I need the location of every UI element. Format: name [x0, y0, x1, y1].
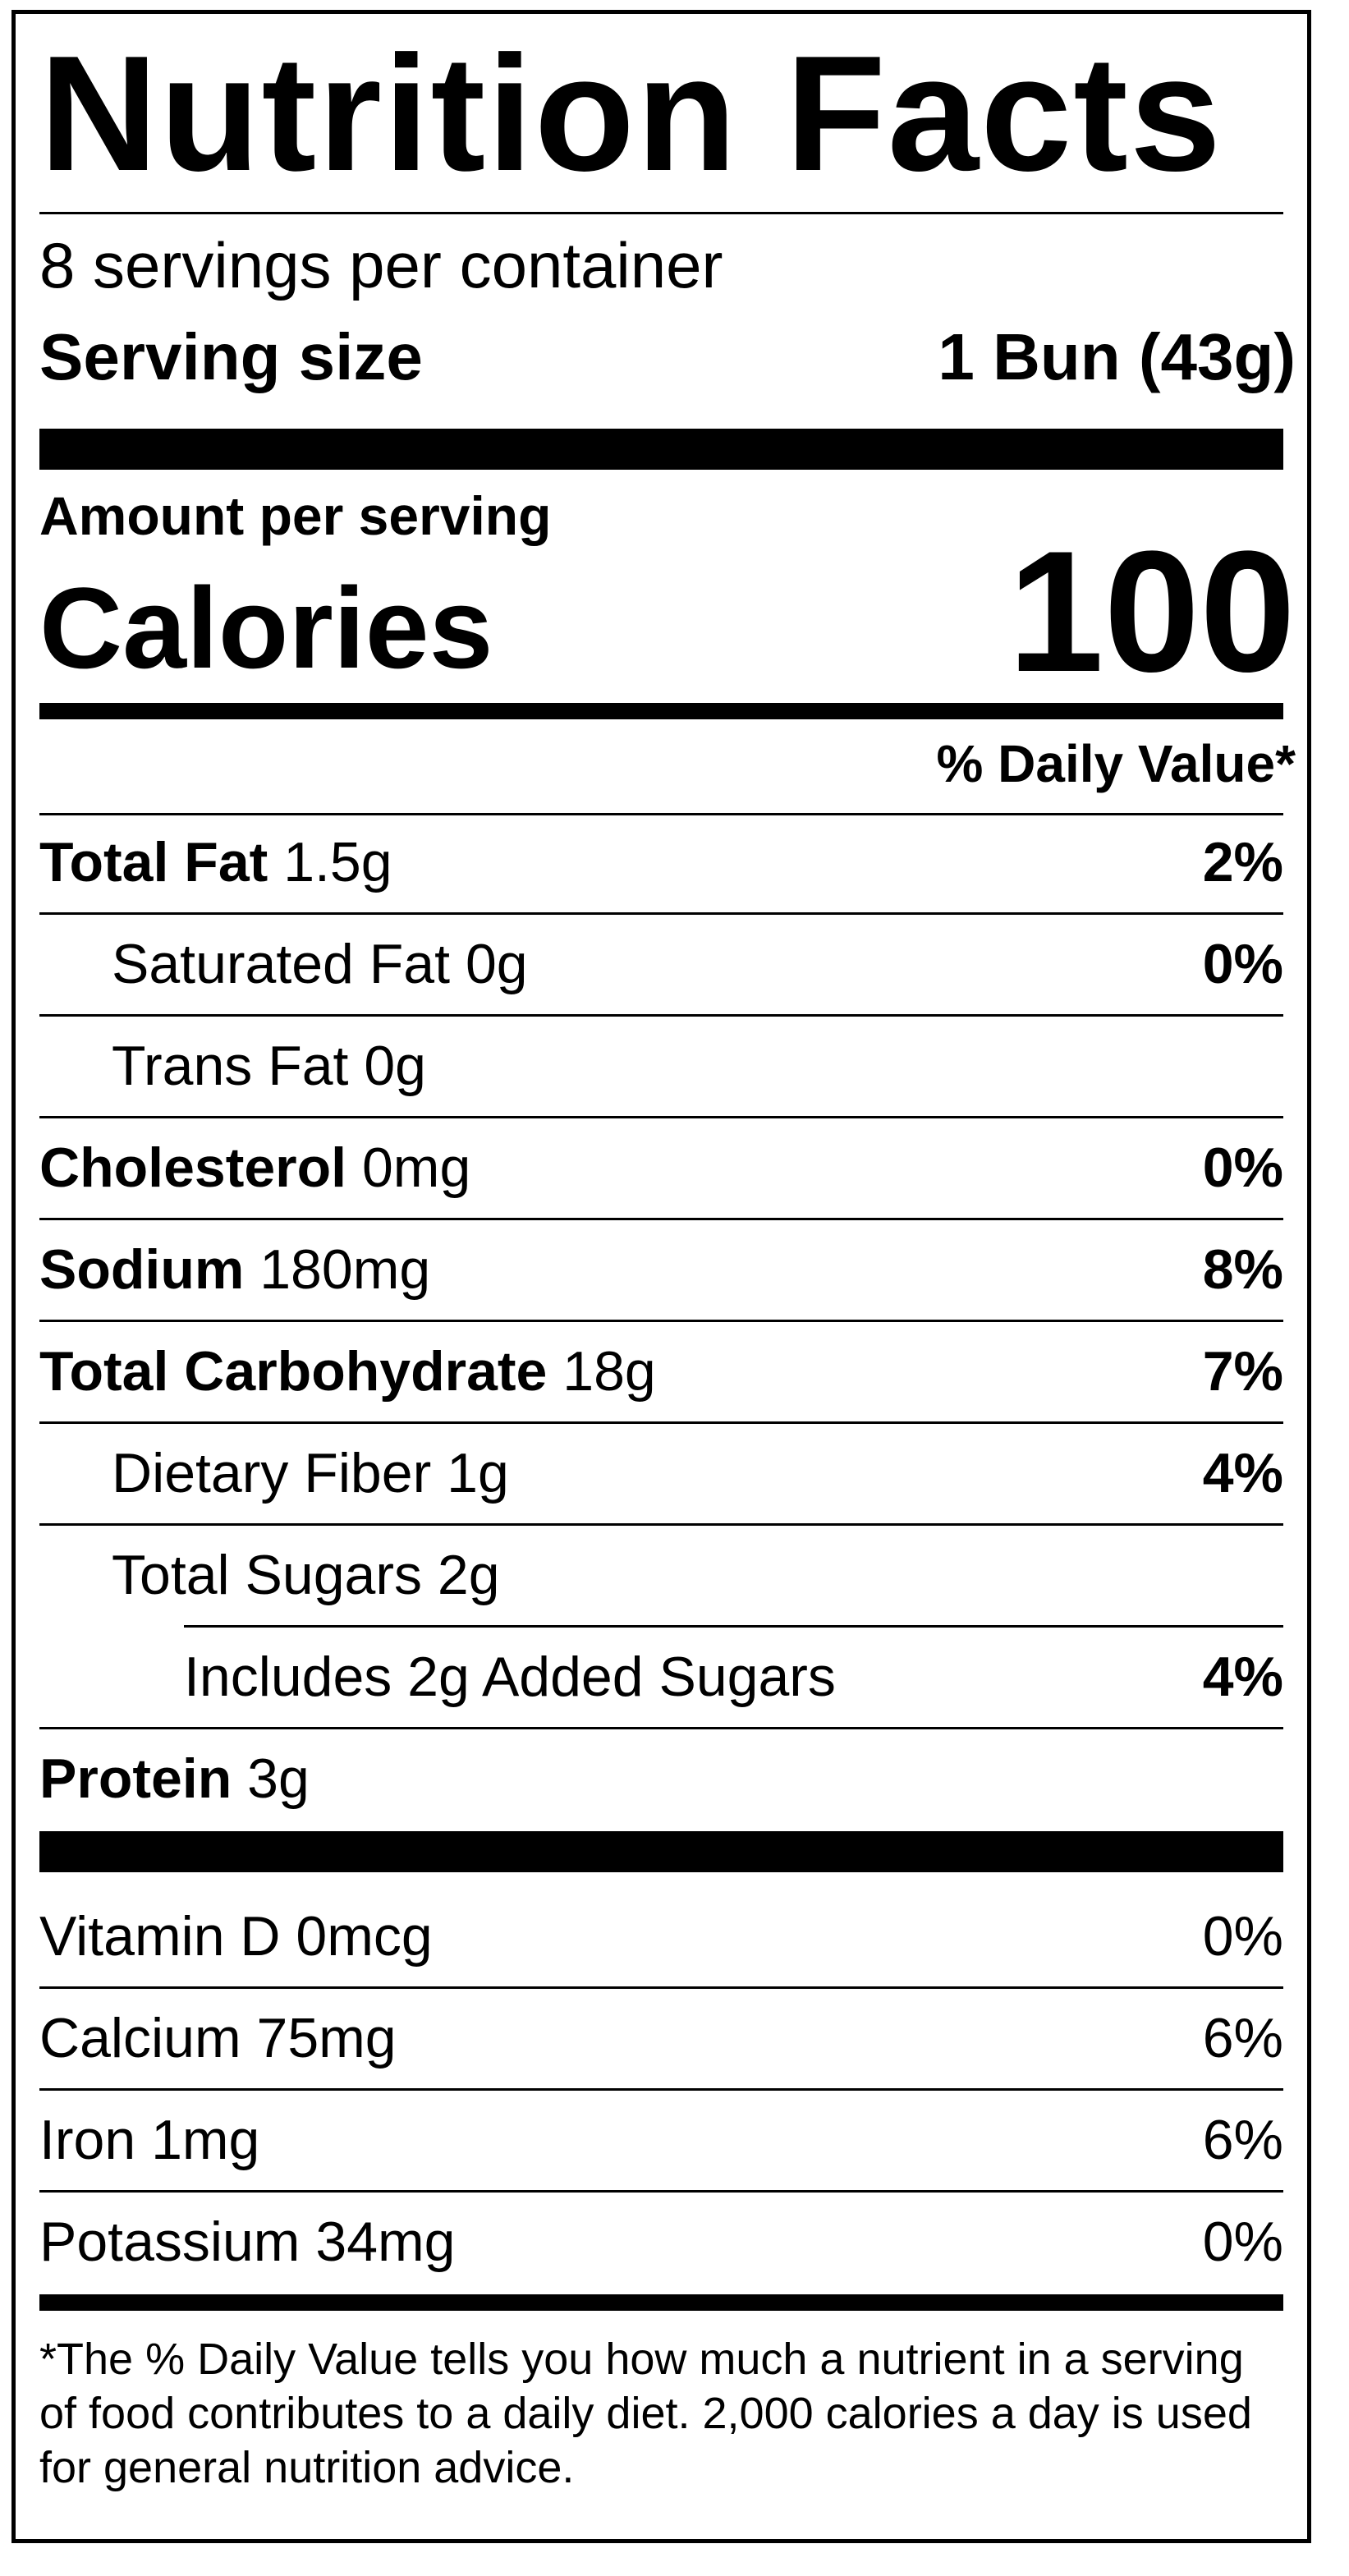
- daily-value-header: % Daily Value*: [936, 734, 1296, 793]
- nutrient-name: Total Fat 1.5g: [39, 831, 392, 893]
- amount-per-serving: Amount per serving: [39, 485, 552, 546]
- vitamin-name: Vitamin D 0mcg: [39, 1905, 433, 1968]
- vitamin-row-calcium: Calcium 75mg 6%: [39, 1989, 1283, 2091]
- serving-size-value: 1 Bun (43g): [938, 320, 1296, 393]
- nutrient-name: Protein 3g: [39, 1747, 310, 1810]
- nutrient-name: Saturated Fat 0g: [112, 933, 528, 995]
- nutrient-row-protein: Protein 3g: [39, 1729, 1283, 1831]
- label-title: Nutrition Facts: [39, 22, 1223, 205]
- divider: [39, 212, 1283, 214]
- vitamin-name: Iron 1mg: [39, 2109, 260, 2171]
- calories-value: 100: [1007, 515, 1296, 708]
- nutrient-name: Cholesterol 0mg: [39, 1136, 471, 1199]
- nutrient-row-added-sugars: Includes 2g Added Sugars 4%: [39, 1628, 1283, 1729]
- nutrient-dv: 8%: [1202, 1238, 1283, 1301]
- nutrient-dv: 4%: [1202, 1442, 1283, 1504]
- calories-label: Calories: [39, 563, 493, 692]
- nutrient-name: Trans Fat 0g: [112, 1035, 426, 1097]
- vitamin-dv: 0%: [1202, 1905, 1283, 1968]
- nutrient-name: Dietary Fiber 1g: [112, 1442, 509, 1504]
- nutrient-dv: 2%: [1202, 831, 1283, 893]
- nutrient-row-total-sugars: Total Sugars 2g: [39, 1526, 1283, 1628]
- servings-per-container: 8 servings per container: [39, 229, 723, 301]
- vitamin-name: Calcium 75mg: [39, 2007, 397, 2069]
- daily-value-footnote: *The % Daily Value tells you how much a …: [39, 2335, 1252, 2492]
- nutrient-row-saturated-fat: Saturated Fat 0g 0%: [39, 915, 1283, 1017]
- nutrient-name: Includes 2g Added Sugars: [184, 1646, 836, 1708]
- divider: [39, 813, 1283, 815]
- nutrient-name: Total Carbohydrate 18g: [39, 1340, 656, 1403]
- vitamin-dv: 0%: [1202, 2211, 1283, 2273]
- nutrient-row-total-carbohydrate: Total Carbohydrate 18g 7%: [39, 1322, 1283, 1424]
- serving-size-label: Serving size: [39, 320, 423, 393]
- nutrient-name: Total Sugars 2g: [112, 1544, 500, 1606]
- medium-divider: [39, 703, 1283, 719]
- vitamin-name: Potassium 34mg: [39, 2211, 456, 2273]
- vitamin-dv: 6%: [1202, 2109, 1283, 2171]
- thick-divider: [39, 1831, 1283, 1872]
- nutrient-row-sodium: Sodium 180mg 8%: [39, 1220, 1283, 1322]
- nutrient-row-total-fat: Total Fat 1.5g 2%: [39, 813, 1283, 915]
- nutrient-dv: 4%: [1202, 1646, 1283, 1708]
- vitamin-row-iron: Iron 1mg 6%: [39, 2091, 1283, 2193]
- thick-divider: [39, 429, 1283, 470]
- vitamin-dv: 6%: [1202, 2007, 1283, 2069]
- vitamin-row-potassium: Potassium 34mg 0%: [39, 2193, 1283, 2294]
- nutrient-dv: 0%: [1202, 933, 1283, 995]
- nutrient-row-trans-fat: Trans Fat 0g: [39, 1017, 1283, 1118]
- nutrient-name: Sodium 180mg: [39, 1238, 431, 1301]
- nutrient-dv: 7%: [1202, 1340, 1283, 1403]
- vitamin-row-vitamin-d: Vitamin D 0mcg 0%: [39, 1887, 1283, 1989]
- nutrient-dv: 0%: [1202, 1136, 1283, 1199]
- nutrient-row-dietary-fiber: Dietary Fiber 1g 4%: [39, 1424, 1283, 1526]
- nutrient-row-cholesterol: Cholesterol 0mg 0%: [39, 1118, 1283, 1220]
- medium-divider: [39, 2294, 1283, 2311]
